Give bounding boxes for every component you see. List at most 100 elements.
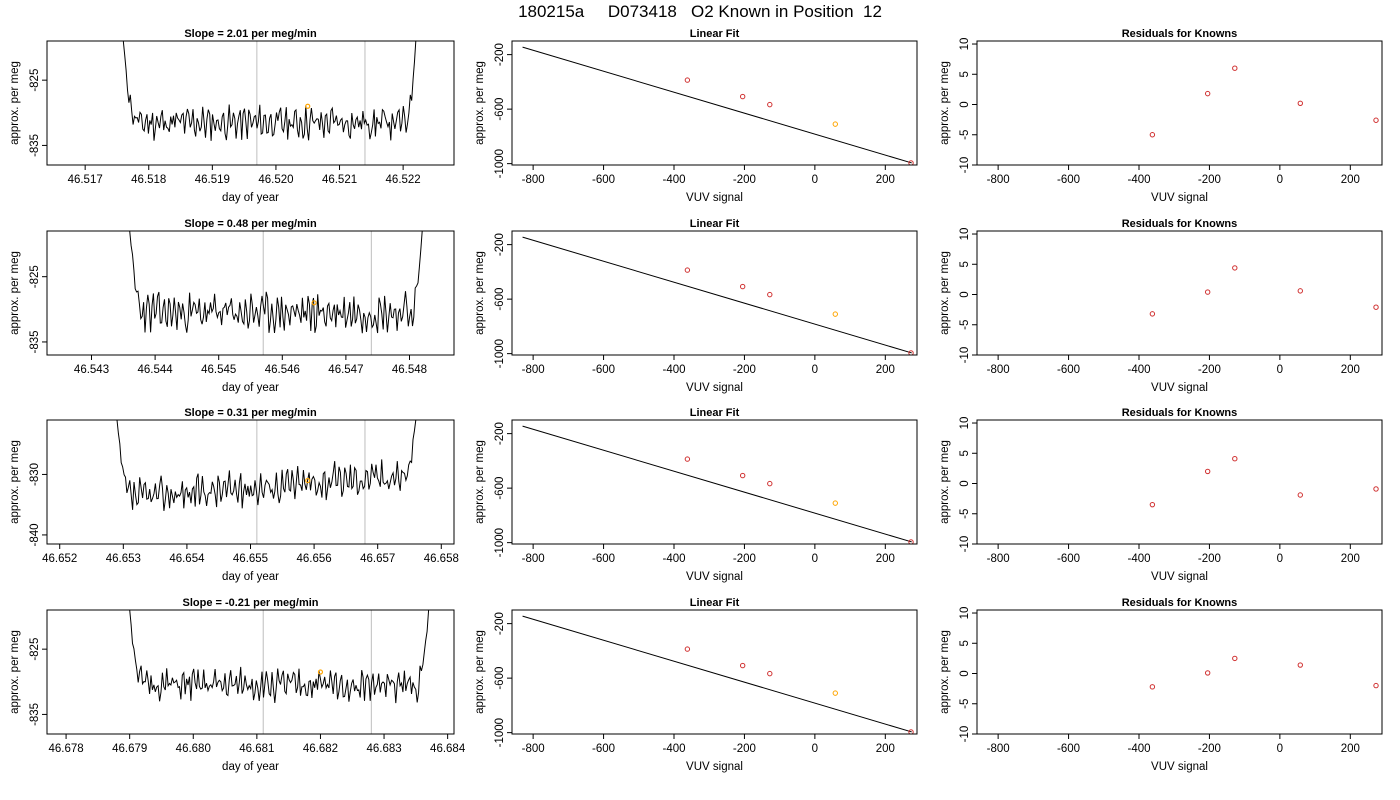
plot-frame [511,609,918,735]
known-marker [311,300,317,306]
data-point [908,729,914,734]
panel-data [1149,265,1379,317]
data-point [1149,684,1156,690]
panel-data [129,610,430,734]
y-tick-label: -200 [494,612,506,635]
y-tick-label: -825 [29,69,41,92]
x-tick-label: 46.657 [360,553,395,565]
panel-r2-c0: Slope = 0.31 per meg/min 46.652 46.653 46.6… [9,407,459,583]
x-tick-label: -200 [733,553,756,565]
x-tick-label: 46.545 [201,364,236,376]
panel-r0-c2: Residuals for Knowns -800 -600 -400 -200 0 200… [939,28,1383,204]
x-tick-label: 46.653 [106,553,141,565]
x-tick-label: 0 [1277,364,1283,376]
data-point [684,77,691,83]
y-tick-label: -10 [959,726,971,743]
y-tick-label: -1000 [494,149,506,178]
y-tick-label: -1000 [494,718,506,747]
x-tick-label: -600 [592,364,615,376]
y-tick-label: -10 [959,536,971,553]
x-tick-label: 46.684 [430,743,466,755]
x-tick-label: 46.518 [131,174,166,186]
panel-r3-c2: Residuals for Knowns -800 -600 -400 -200 0 200… [939,597,1383,773]
y-tick-label: -200 [494,43,506,66]
x-axis-label: day of year [222,571,279,583]
highlight-point [832,121,838,127]
x-tick-label: -800 [987,364,1010,376]
x-tick-label: 46.655 [233,553,268,565]
data-point [908,160,914,165]
y-tick-label: 5 [959,640,971,646]
x-tick-label: 46.678 [48,743,83,755]
x-tick-label: -800 [987,743,1010,755]
panel-title: Linear Fit [690,218,740,230]
panel-r0-c0: Slope = 2.01 per meg/min 46.517 46.518 46.5… [9,28,455,204]
x-tick-label: 46.656 [297,553,332,565]
y-tick-label: -10 [959,157,971,174]
x-tick-label: 200 [1341,174,1360,186]
panel-title: Slope = 0.31 per meg/min [184,407,317,419]
data-point [1373,117,1379,123]
data-point [1373,682,1379,689]
data-point [1297,492,1303,498]
x-tick-label: 200 [876,553,895,565]
data-point [1297,662,1303,668]
panel-r1-c1: Linear Fit -800 -600 -400 -200 0 200 -200 -600 -1… [474,218,918,394]
x-tick-label: 46.680 [176,743,211,755]
y-tick-label: 0 [959,101,971,107]
x-tick-label: 200 [876,364,895,376]
x-tick-label: 0 [812,743,818,755]
panel-data [522,236,914,355]
data-point [1204,289,1211,295]
data-point [767,291,773,298]
data-point [908,350,914,355]
y-axis-label: approx. per meg [9,630,21,714]
plot-frame [46,230,455,356]
y-tick-label: -5 [959,320,971,330]
x-tick-label: 46.519 [195,174,230,186]
panel-title: Slope = 2.01 per meg/min [184,28,317,40]
x-axis-label: VUV signal [686,761,743,773]
known-marker [305,477,311,484]
x-tick-label: -600 [1057,174,1080,186]
x-tick-label: 0 [1277,553,1283,565]
highlight-point [832,690,838,696]
x-tick-label: -800 [987,174,1010,186]
x-tick-label: -200 [733,743,756,755]
x-tick-label: -400 [662,174,685,186]
x-tick-label: 0 [1277,743,1283,755]
x-tick-label: -200 [1198,553,1221,565]
y-axis-label: approx. per meg [939,61,951,145]
x-tick-label: 46.520 [258,174,293,186]
y-tick-label: -200 [494,233,506,256]
y-axis-label: approx. per meg [9,251,21,335]
highlight-point [832,311,838,317]
x-tick-label: -200 [1198,174,1221,186]
y-tick-label: 10 [959,417,971,430]
x-axis-label: VUV signal [686,571,743,583]
x-tick-label: 46.547 [328,364,363,376]
y-tick-label: 0 [959,480,971,486]
panel-data [522,615,914,734]
data-point [908,539,914,544]
x-axis-label: VUV signal [1151,382,1208,394]
x-tick-label: 46.521 [322,174,357,186]
plot-frame [976,419,1383,545]
x-tick-label: -800 [522,743,545,755]
panel-r1-c0: Slope = 0.48 per meg/min 46.543 46.544 46.5… [9,218,455,394]
x-tick-label: 46.522 [386,174,421,186]
x-tick-label: -400 [1127,174,1150,186]
panel-title: Residuals for Knowns [1122,597,1238,609]
known-marker [305,103,311,109]
y-tick-label: -5 [959,509,971,519]
x-tick-label: 46.546 [265,364,300,376]
panel-r3-c1: Linear Fit -800 -600 -400 -200 0 200 -200 -600 -1… [474,597,918,773]
x-tick-label: -600 [592,174,615,186]
y-axis-label: approx. per meg [9,61,21,145]
x-tick-label: -400 [662,364,685,376]
panel-title: Residuals for Knowns [1122,218,1238,230]
panel-title: Linear Fit [690,597,740,609]
panel-r0-c1: Linear Fit -800 -600 -400 -200 0 200 -200 -600 -1… [474,28,918,204]
signal-trace [129,610,430,704]
